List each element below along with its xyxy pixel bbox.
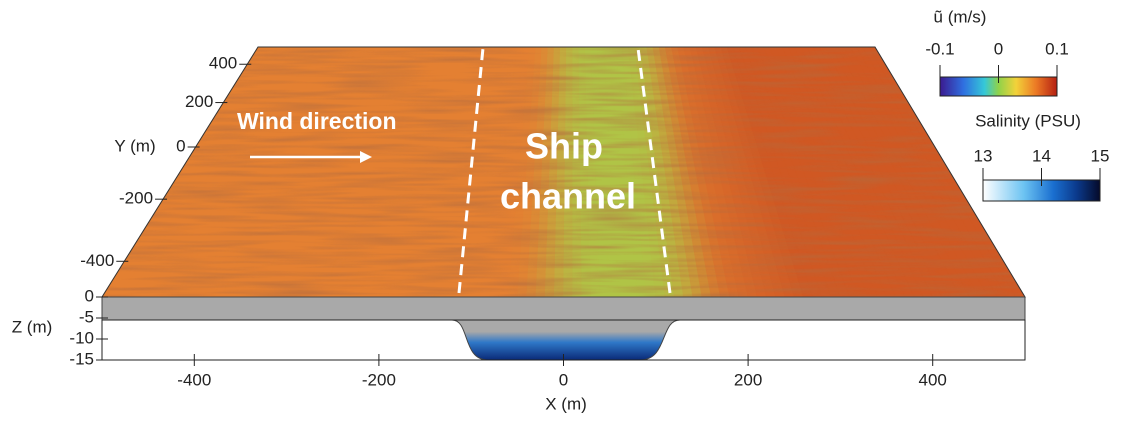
y-tick-label: -400 [80, 251, 114, 270]
colorbar-tick-label: 14 [1032, 146, 1051, 165]
x-axis-label: X (m) [545, 394, 587, 413]
wind-arrow-head [360, 151, 372, 163]
x-tick-label: 400 [919, 370, 947, 389]
colorbar-title: Salinity (PSU) [975, 111, 1081, 130]
annotation: Wind direction [237, 108, 397, 134]
z-tick-label: -15 [69, 349, 94, 368]
surface [101, 46, 1026, 298]
y-tick-label: 200 [185, 92, 213, 111]
annotation: Ship [525, 126, 603, 167]
channel-edge [457, 47, 485, 294]
colorbar-tick-label: -0.1 [925, 39, 954, 58]
x-tick-label: 0 [559, 370, 568, 389]
x-tick-label: 200 [734, 370, 762, 389]
wave-texture [102, 47, 1025, 297]
colorbar-tick-label: 15 [1091, 146, 1110, 165]
colorbar-tick-label: 0.1 [1045, 39, 1069, 58]
side-face [101, 296, 1026, 361]
colorbar-title: ũ (m/s) [934, 7, 987, 26]
y-axis-label: Y (m) [114, 136, 155, 155]
z-tick-label: 0 [85, 286, 94, 305]
z-tick-label: -10 [69, 328, 94, 347]
x-tick-label: -200 [362, 370, 396, 389]
y-tick-label: 400 [209, 54, 237, 73]
z-axis-label: Z (m) [12, 317, 53, 336]
annotation: channel [500, 176, 636, 217]
y-tick-label: -200 [119, 189, 153, 208]
z-tick-label: -5 [79, 307, 94, 326]
channel-edge [636, 47, 672, 294]
colorbar-tick-label: 13 [974, 146, 993, 165]
colorbar-tick-label: 0 [994, 39, 1003, 58]
y-tick-label: 0 [176, 136, 185, 155]
x-tick-label: -400 [177, 370, 211, 389]
